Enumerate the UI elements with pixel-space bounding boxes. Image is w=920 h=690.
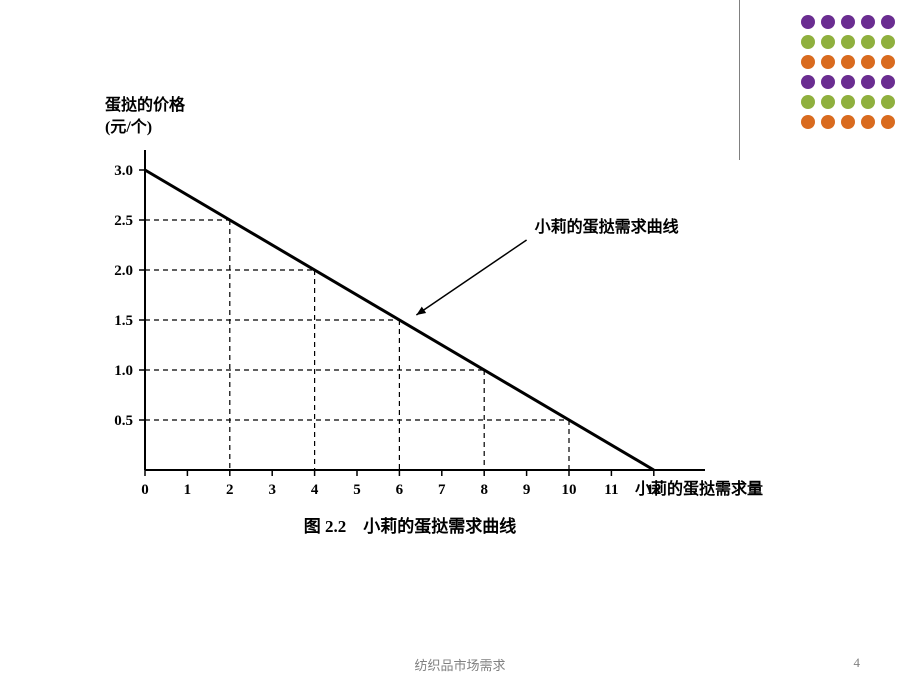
- svg-text:2: 2: [226, 482, 234, 498]
- svg-text:1.0: 1.0: [114, 363, 133, 379]
- footer-title: 纺织品市场需求: [414, 655, 505, 674]
- svg-text:2.0: 2.0: [114, 263, 133, 279]
- svg-text:9: 9: [523, 482, 531, 498]
- svg-text:8: 8: [480, 482, 488, 498]
- chart-svg: 蛋挞的价格 (元/个) 3.0 2.5 2.0 1.5 1.0 0.5 0 1 2 3 4 5 6 7 8 9 10…: [85, 90, 785, 550]
- svg-text:0.5: 0.5: [114, 413, 133, 429]
- svg-text:1: 1: [184, 482, 192, 498]
- svg-text:3.0: 3.0: [114, 163, 133, 179]
- svg-text:(元/个): (元/个): [105, 117, 152, 136]
- svg-text:小莉的蛋挞需求量: 小莉的蛋挞需求量: [635, 479, 763, 498]
- svg-text:图 2.2 小莉的蛋挞需求曲线: 图 2.2 小莉的蛋挞需求曲线: [304, 516, 517, 536]
- svg-text:11: 11: [604, 482, 618, 498]
- svg-text:6: 6: [396, 482, 404, 498]
- svg-text:7: 7: [438, 482, 446, 498]
- svg-text:3: 3: [268, 482, 276, 498]
- svg-text:10: 10: [562, 482, 577, 498]
- svg-text:0: 0: [141, 482, 149, 498]
- svg-text:小莉的蛋挞需求曲线: 小莉的蛋挞需求曲线: [535, 217, 679, 236]
- page-number: 4: [854, 655, 861, 671]
- svg-text:5: 5: [353, 482, 361, 498]
- decoration-dots: [801, 15, 895, 129]
- svg-text:蛋挞的价格: 蛋挞的价格: [105, 95, 186, 114]
- demand-chart: 蛋挞的价格 (元/个) 3.0 2.5 2.0 1.5 1.0 0.5 0 1 2 3 4 5 6 7 8 9 10…: [85, 90, 785, 550]
- svg-text:2.5: 2.5: [114, 213, 133, 229]
- svg-text:1.5: 1.5: [114, 313, 133, 329]
- svg-text:4: 4: [311, 482, 319, 498]
